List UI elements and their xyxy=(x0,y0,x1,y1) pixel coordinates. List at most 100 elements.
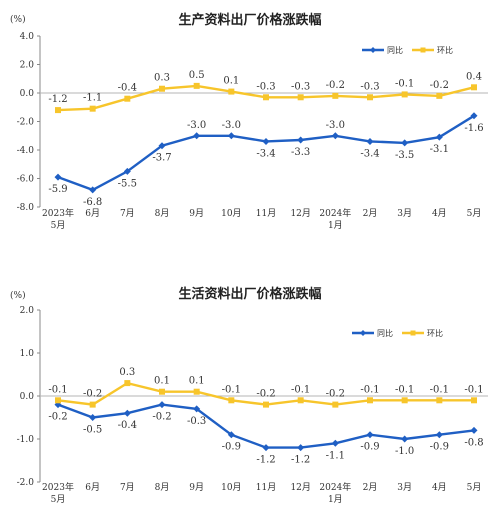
data-point xyxy=(471,84,477,91)
data-point xyxy=(123,167,131,175)
data-point xyxy=(435,133,443,141)
data-point xyxy=(297,397,304,404)
data-point xyxy=(159,388,165,395)
legend-label: 同比 xyxy=(377,328,393,338)
y-tick-label: -8.0 xyxy=(17,203,35,213)
data-label: -1.6 xyxy=(464,123,483,134)
data-point xyxy=(158,142,166,150)
x-tick-label: 5月 xyxy=(51,220,66,231)
data-label: -3.7 xyxy=(152,153,171,164)
x-tick-label: 4月 xyxy=(432,482,447,493)
data-point xyxy=(89,401,96,408)
data-label: -3.0 xyxy=(326,120,345,131)
data-point xyxy=(332,92,339,99)
data-label: 0.4 xyxy=(466,71,482,82)
data-point xyxy=(227,132,235,140)
x-tick-label: 10月 xyxy=(221,208,241,219)
data-point xyxy=(331,439,339,447)
chart-1: 生产资料出厂价格涨跌幅 (%) 4.0 2.0 0.0 -2.0 -4.0 -6.0 -8.0 2… xyxy=(10,12,488,231)
series-mom xyxy=(55,380,477,408)
x-tick-label: 2024年 xyxy=(319,207,351,219)
data-label: -0.1 xyxy=(48,384,67,395)
y-unit-label: (%) xyxy=(10,290,26,301)
data-label: -0.8 xyxy=(464,437,483,448)
data-label: -3.4 xyxy=(256,148,275,159)
data-label: -5.9 xyxy=(48,184,67,195)
x-tick-label: 11月 xyxy=(256,208,276,219)
data-point xyxy=(227,431,235,439)
data-point xyxy=(158,401,166,409)
x-tick-label: 12月 xyxy=(290,482,310,493)
y-unit-label: (%) xyxy=(10,14,26,25)
data-label: -0.2 xyxy=(83,389,102,400)
data-label: -1.1 xyxy=(83,93,102,104)
data-point xyxy=(55,397,61,404)
x-tick-label: 2月 xyxy=(363,208,378,219)
x-tick-label: 3月 xyxy=(397,208,412,219)
x-tick-label: 11月 xyxy=(256,482,276,493)
legend: 同比 环比 xyxy=(362,45,453,55)
x-tick-label: 6月 xyxy=(85,208,100,219)
x-tick-label: 3月 xyxy=(397,482,412,493)
data-point xyxy=(366,431,374,439)
x-tick-label: 8月 xyxy=(155,482,170,493)
data-point xyxy=(297,94,304,101)
data-point xyxy=(367,94,373,101)
y-tick-label: -4.0 xyxy=(17,146,35,156)
x-tick-label: 12月 xyxy=(290,208,310,219)
data-point xyxy=(55,107,61,114)
data-label: -0.9 xyxy=(360,442,379,453)
data-label: -0.4 xyxy=(118,420,137,431)
data-point xyxy=(366,137,374,145)
data-label: -1.2 xyxy=(256,455,275,466)
y-tick-label: -2.0 xyxy=(17,118,35,128)
data-point xyxy=(470,426,478,434)
series-mom xyxy=(55,82,477,114)
data-label: 0.3 xyxy=(119,367,135,378)
data-label: -0.1 xyxy=(395,78,414,89)
y-tick-label: 2.0 xyxy=(20,61,35,71)
data-label: -0.1 xyxy=(430,384,449,395)
y-tick-label: 4.0 xyxy=(20,32,35,42)
x-tick-label: 1月 xyxy=(328,220,343,231)
x-tick-label: 2024年 xyxy=(319,481,351,493)
data-label: -0.2 xyxy=(152,412,171,423)
data-label: -0.3 xyxy=(360,81,379,92)
data-label: -0.9 xyxy=(222,442,241,453)
data-point xyxy=(401,397,408,404)
x-tick-label: 9月 xyxy=(189,482,204,493)
data-label: -6.8 xyxy=(83,197,102,208)
data-label: -0.1 xyxy=(360,384,379,395)
legend-marker xyxy=(420,47,426,53)
legend-label: 环比 xyxy=(437,45,453,55)
data-label: -0.1 xyxy=(222,384,241,395)
data-label: -1.2 xyxy=(48,94,67,105)
data-label: 0.1 xyxy=(223,76,239,87)
data-point xyxy=(193,405,201,413)
data-label: -1.1 xyxy=(326,450,345,461)
data-point xyxy=(228,397,235,404)
y-tick-label: 1.0 xyxy=(20,349,35,359)
data-label: -3.0 xyxy=(187,120,206,131)
data-label: -0.3 xyxy=(291,81,310,92)
y-tick-label: -1.0 xyxy=(17,435,35,445)
y-tick-label: 2.0 xyxy=(20,306,35,316)
legend-marker xyxy=(410,330,416,336)
data-point xyxy=(54,173,62,181)
data-label: -3.5 xyxy=(395,150,414,161)
data-label: -0.2 xyxy=(256,389,275,400)
data-point xyxy=(367,397,373,404)
data-label: -0.3 xyxy=(187,416,206,427)
x-tick-label: 5月 xyxy=(467,208,482,219)
data-point xyxy=(89,414,97,421)
x-tick-label: 2月 xyxy=(363,482,378,493)
data-label: -0.1 xyxy=(464,384,483,395)
data-label: 0.5 xyxy=(189,70,205,81)
chart-title: 生产资料出厂价格涨跌幅 xyxy=(178,12,321,28)
data-point xyxy=(159,85,165,92)
data-point xyxy=(332,401,339,408)
data-point xyxy=(228,88,235,95)
x-tick-label: 6月 xyxy=(85,482,100,493)
data-point xyxy=(123,409,131,417)
